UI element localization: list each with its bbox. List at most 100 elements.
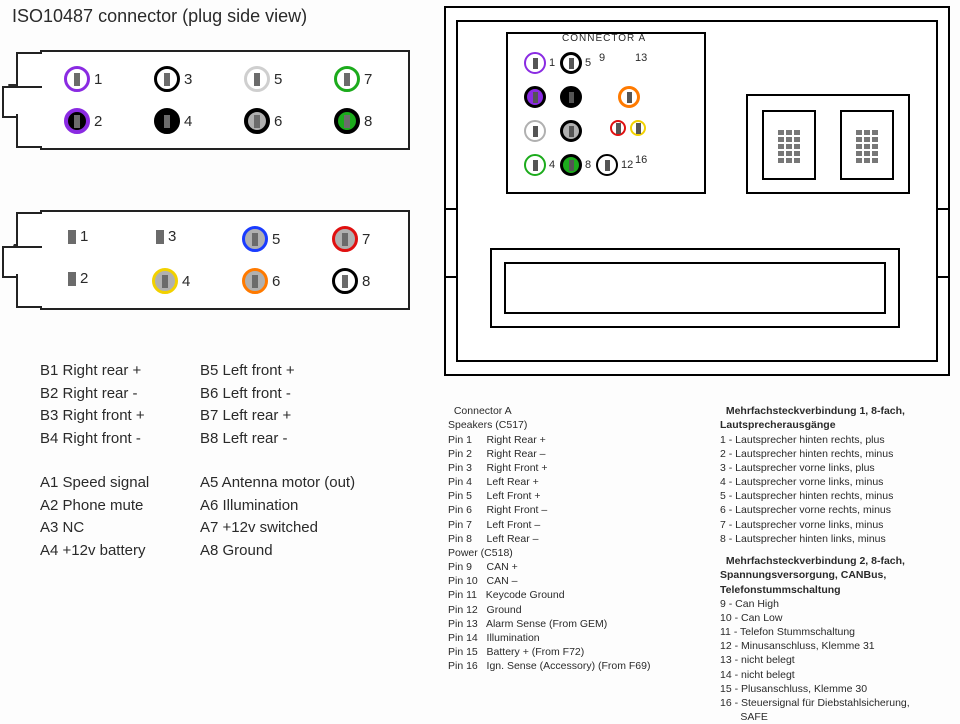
pin-slot (252, 275, 258, 288)
pin-ring (334, 66, 360, 92)
pin-slot (74, 115, 80, 128)
pin-slot (164, 73, 170, 86)
pin-slot (254, 115, 260, 128)
page-title: ISO10487 connector (plug side view) (12, 6, 307, 27)
pin-ring (154, 66, 180, 92)
grill-icon (856, 130, 878, 163)
legend-body: 9 - Can High 10 - Can Low 11 - Telefon S… (720, 598, 910, 723)
pin-slot (344, 115, 350, 128)
pin-slot (252, 233, 258, 246)
pin-slot (533, 126, 538, 137)
pin-label: 1 (94, 71, 102, 88)
notch (16, 212, 42, 246)
pin: 3 (154, 66, 192, 92)
pin-label: 7 (364, 71, 372, 88)
pin (610, 120, 626, 136)
pin-label: 8 (364, 113, 372, 130)
pin-slot (68, 272, 76, 286)
pin: 1 (68, 228, 88, 245)
pin-slot (569, 92, 574, 103)
pin-slot (533, 92, 538, 103)
pin-label: 3 (168, 228, 176, 245)
slot-frame-inner (504, 262, 886, 314)
pin-label: 1 (80, 228, 88, 245)
notch (16, 52, 42, 86)
pin-label: 6 (272, 273, 280, 290)
pin-slot (342, 275, 348, 288)
aux-box (746, 94, 910, 194)
pin-slot (68, 230, 76, 244)
pin-ring (524, 52, 546, 74)
pin-ring (596, 154, 618, 176)
pin-slot (254, 73, 260, 86)
pin-ring (244, 108, 270, 134)
pin (524, 120, 546, 142)
legend-de-1: Mehrfachsteckverbindung 1, 8-fach, Lauts… (720, 390, 905, 546)
notch (16, 274, 42, 308)
pin-slot (533, 58, 538, 69)
pin-label: 3 (184, 71, 192, 88)
tab (936, 208, 950, 278)
pin-ring (242, 226, 268, 252)
pin-label: 5 (585, 57, 591, 69)
grill-icon (778, 130, 800, 163)
pin-label: 8 (362, 273, 370, 290)
pin-slot (162, 275, 168, 288)
connector-a-box: CONNECTOR A 1 59 13 481216 (506, 32, 706, 194)
pin-ring (152, 268, 178, 294)
pin (618, 86, 640, 108)
pin-label: 1 (549, 57, 555, 69)
pin-slot (74, 73, 80, 86)
pin-ring (332, 226, 358, 252)
pin-label: 5 (272, 231, 280, 248)
pin-ring (332, 268, 358, 294)
pin-slot (605, 160, 610, 171)
legend-header: Mehrfachsteckverbindung 1, 8-fach, Lauts… (720, 405, 905, 431)
pin-label: 16 (635, 154, 647, 166)
pin-slot (344, 73, 350, 86)
pin-ring (524, 120, 546, 142)
legend-body: Pin 1 Right Rear + Pin 2 Right Rear – Pi… (448, 434, 650, 673)
pin: 8 (332, 268, 370, 294)
pin (524, 86, 546, 108)
pin: 1 (64, 66, 102, 92)
pin-ring (560, 120, 582, 142)
pin-label: 4 (182, 273, 190, 290)
pin-ring (244, 66, 270, 92)
pin: 2 (68, 270, 88, 287)
pin-ring (524, 86, 546, 108)
connector-a-title: CONNECTOR A (562, 33, 646, 44)
legend-body: 1 - Lautsprecher hinten rechts, plus 2 -… (720, 434, 893, 545)
pin: 8 (334, 108, 372, 134)
pin-slot (533, 160, 538, 171)
pin-slot (156, 230, 164, 244)
pin: 4 (152, 268, 190, 294)
connector-b: 13572468 (40, 50, 410, 150)
pin: 9 (596, 52, 605, 64)
pin: 12 (596, 154, 633, 176)
pin-slot (569, 126, 574, 137)
pin-slot (164, 115, 170, 128)
pin-slot (569, 160, 574, 171)
pin: 8 (560, 154, 591, 176)
pin: 4 (154, 108, 192, 134)
tab (444, 208, 458, 278)
right-panel: CONNECTOR A 1 59 13 481216 (444, 6, 950, 376)
pin: 13 (632, 52, 647, 64)
legend-a-col2: A5 Antenna motor (out) A6 Illumination A… (200, 472, 355, 562)
pin: 7 (334, 66, 372, 92)
notch (16, 114, 42, 148)
legend-b-col1: B1 Right rear + B2 Right rear - B3 Right… (40, 360, 145, 450)
pin-label: 7 (362, 231, 370, 248)
pin: 4 (524, 154, 555, 176)
legend-header: Mehrfachsteckverbindung 2, 8-fach, Spann… (720, 555, 905, 595)
pin-ring (64, 108, 90, 134)
aux-inner (762, 110, 816, 180)
pin-label: 9 (599, 52, 605, 64)
pin-label: 4 (184, 113, 192, 130)
pin-ring (64, 66, 90, 92)
legend-de-2: Mehrfachsteckverbindung 2, 8-fach, Spann… (720, 540, 910, 724)
connector-a: 1 3 5 7 2 4 6 8 (40, 210, 410, 310)
pin-ring (154, 108, 180, 134)
legend-conn-a: Connector A Speakers (C517) Pin 1 Right … (448, 390, 650, 673)
